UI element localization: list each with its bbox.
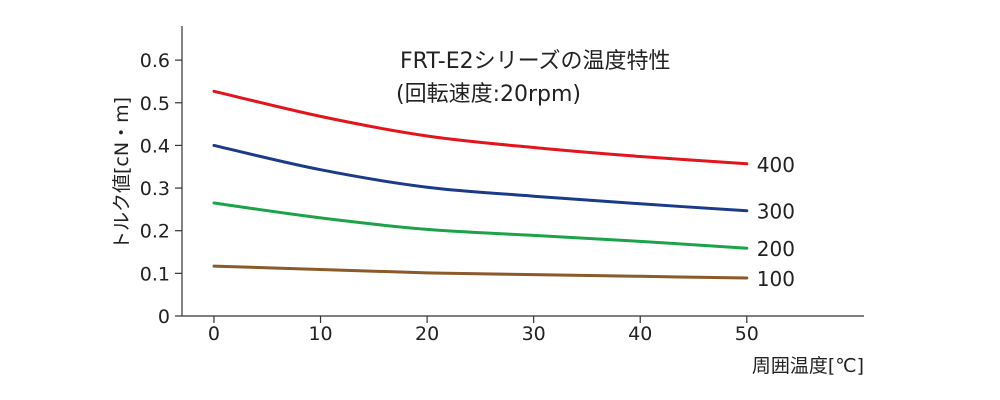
x-tick-label: 50	[735, 323, 759, 345]
series-label-300: 300	[757, 200, 795, 224]
y-tick-label: 0.2	[140, 221, 170, 243]
x-tick-label: 40	[628, 323, 652, 345]
x-tick-label: 0	[208, 323, 220, 345]
series-line-200	[212, 201, 749, 250]
x-ticks: 0 10 20 30 40 50	[208, 316, 759, 345]
series-label-400: 400	[757, 153, 795, 177]
y-tick-label: 0.3	[140, 178, 170, 200]
y-tick-label: 0.1	[140, 263, 170, 285]
x-axis-title: 周囲温度[℃]	[752, 355, 864, 377]
series-labels: 400 300 200 100	[757, 153, 795, 291]
x-tick-label: 10	[308, 323, 332, 345]
y-tick-label: 0.4	[140, 135, 170, 157]
series-line-400	[212, 89, 749, 166]
y-ticks: 0 0.1 0.2 0.3 0.4 0.5 0.6	[140, 50, 182, 328]
y-tick-label: 0.6	[140, 50, 170, 72]
chart-subtitle: (回転速度:20rpm)	[396, 82, 581, 107]
x-tick-label: 20	[415, 323, 439, 345]
series-line-100	[212, 264, 749, 280]
series-label-100: 100	[757, 267, 795, 291]
y-tick-label: 0.5	[140, 93, 170, 115]
series-lines	[212, 89, 749, 280]
series-line-300	[212, 143, 749, 213]
x-tick-label: 30	[522, 323, 546, 345]
y-tick-label: 0	[158, 306, 170, 328]
y-axis-title: トルク値[cN・m]	[111, 97, 133, 250]
axes	[181, 26, 864, 317]
chart-title: FRT-E2シリーズの温度特性	[400, 49, 671, 74]
series-label-200: 200	[757, 237, 795, 261]
